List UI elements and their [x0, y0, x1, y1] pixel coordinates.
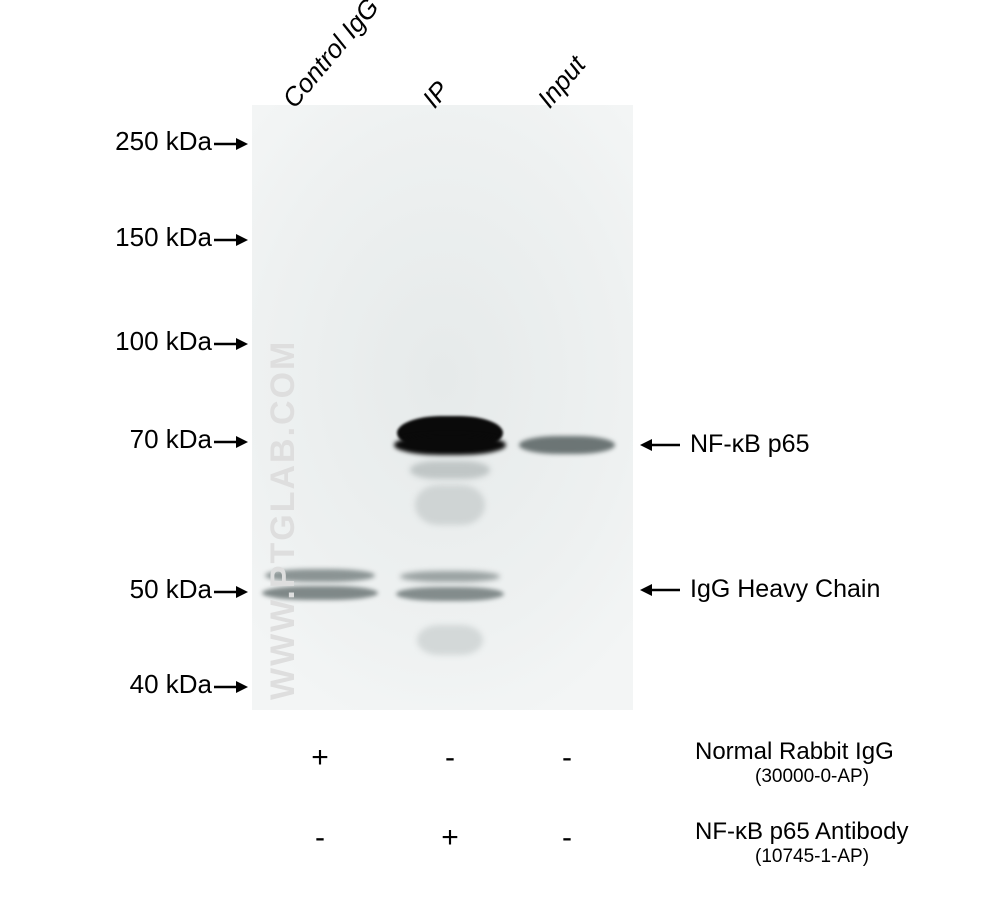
arrow-right-icon: [214, 426, 248, 457]
mw-marker-text: 250 kDa: [115, 126, 212, 156]
blot-membrane: [252, 105, 633, 710]
arrow-right-icon: [214, 576, 248, 607]
figure-container: { "dimensions": { "width": 1000, "height…: [0, 0, 1000, 903]
mw-marker-4: 50 kDa: [130, 574, 248, 607]
band-label-1: IgG Heavy Chain: [690, 575, 880, 604]
band-label-0: NF-κB p65: [690, 430, 809, 459]
band-2: [519, 436, 615, 454]
mw-marker-text: 100 kDa: [115, 326, 212, 356]
cond-mark-1-input: -: [552, 821, 582, 855]
mw-marker-text: 40 kDa: [130, 669, 212, 699]
cond-mark-1-ip: +: [435, 821, 465, 855]
lane-label-control_igg: Control IgG: [276, 0, 385, 114]
band-arrow-0: [640, 437, 680, 458]
cond-mark-0-input: -: [552, 741, 582, 775]
smear-0: [415, 485, 485, 525]
smear-1: [417, 625, 483, 655]
cond-sublabel-0: (30000-0-AP): [755, 766, 869, 788]
arrow-right-icon: [214, 128, 248, 159]
cond-sublabel-1: (10745-1-AP): [755, 846, 869, 868]
band-arrow-1: [640, 582, 680, 603]
mw-marker-text: 70 kDa: [130, 424, 212, 454]
mw-marker-text: 50 kDa: [130, 574, 212, 604]
arrow-right-icon: [214, 671, 248, 702]
mw-marker-0: 250 kDa: [115, 126, 248, 159]
watermark-text: WWW.PTGLAB.COM: [264, 340, 303, 700]
mw-marker-1: 150 kDa: [115, 222, 248, 255]
cond-label-1: NF-κB p65 Antibody: [695, 818, 908, 846]
mw-marker-2: 100 kDa: [115, 326, 248, 359]
cond-mark-1-control_igg: -: [305, 821, 335, 855]
band-5: [400, 571, 500, 582]
smear-2: [410, 461, 490, 479]
band-6: [396, 587, 504, 601]
mw-marker-5: 40 kDa: [130, 669, 248, 702]
arrow-right-icon: [214, 224, 248, 255]
cond-label-0: Normal Rabbit IgG: [695, 738, 894, 766]
mw-marker-3: 70 kDa: [130, 424, 248, 457]
band-1: [394, 435, 506, 455]
arrow-right-icon: [214, 328, 248, 359]
cond-mark-0-ip: -: [435, 741, 465, 775]
blot-bg: [252, 105, 633, 710]
cond-mark-0-control_igg: +: [305, 741, 335, 775]
mw-marker-text: 150 kDa: [115, 222, 212, 252]
